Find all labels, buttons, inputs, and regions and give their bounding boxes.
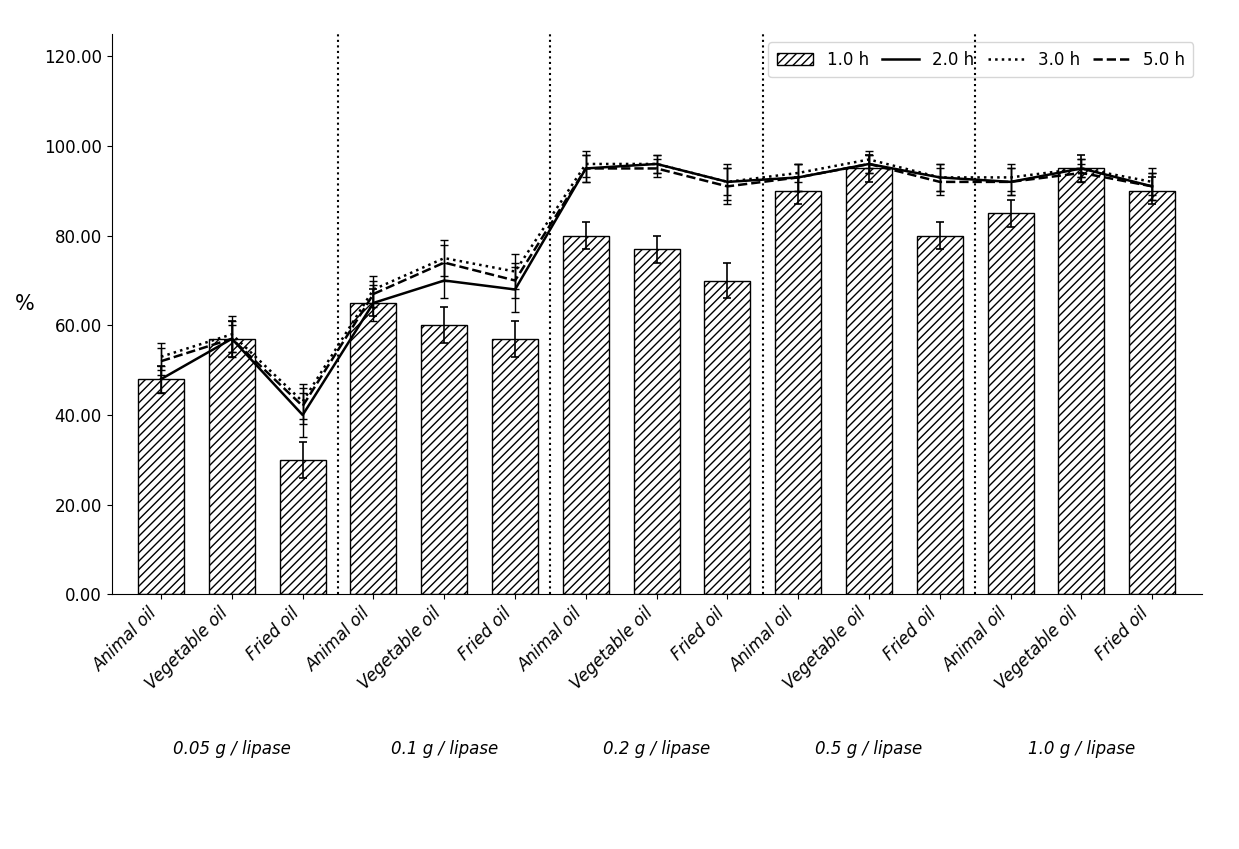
Legend: 1.0 h, 2.0 h, 3.0 h, 5.0 h: 1.0 h, 2.0 h, 3.0 h, 5.0 h [768, 42, 1193, 77]
Bar [209, 339, 255, 594]
Bar [776, 191, 821, 594]
Text: 0.5 g / lipase: 0.5 g / lipase [815, 740, 923, 758]
Bar [917, 236, 963, 594]
Bar [705, 280, 751, 594]
Bar [351, 303, 396, 594]
Bar [563, 236, 608, 594]
Bar [280, 460, 326, 594]
Bar [987, 213, 1033, 594]
Bar [492, 339, 538, 594]
Bar [1058, 168, 1104, 594]
Y-axis label: %: % [15, 294, 35, 314]
Text: 0.2 g / lipase: 0.2 g / lipase [603, 740, 710, 758]
Bar [1129, 191, 1176, 594]
Text: 0.1 g / lipase: 0.1 g / lipase [390, 740, 498, 758]
Bar [138, 380, 185, 594]
Text: 0.05 g / lipase: 0.05 g / lipase [173, 740, 291, 758]
Bar [421, 325, 467, 594]
Bar [846, 168, 892, 594]
Bar [633, 249, 680, 594]
Text: 1.0 g / lipase: 1.0 g / lipase [1028, 740, 1135, 758]
